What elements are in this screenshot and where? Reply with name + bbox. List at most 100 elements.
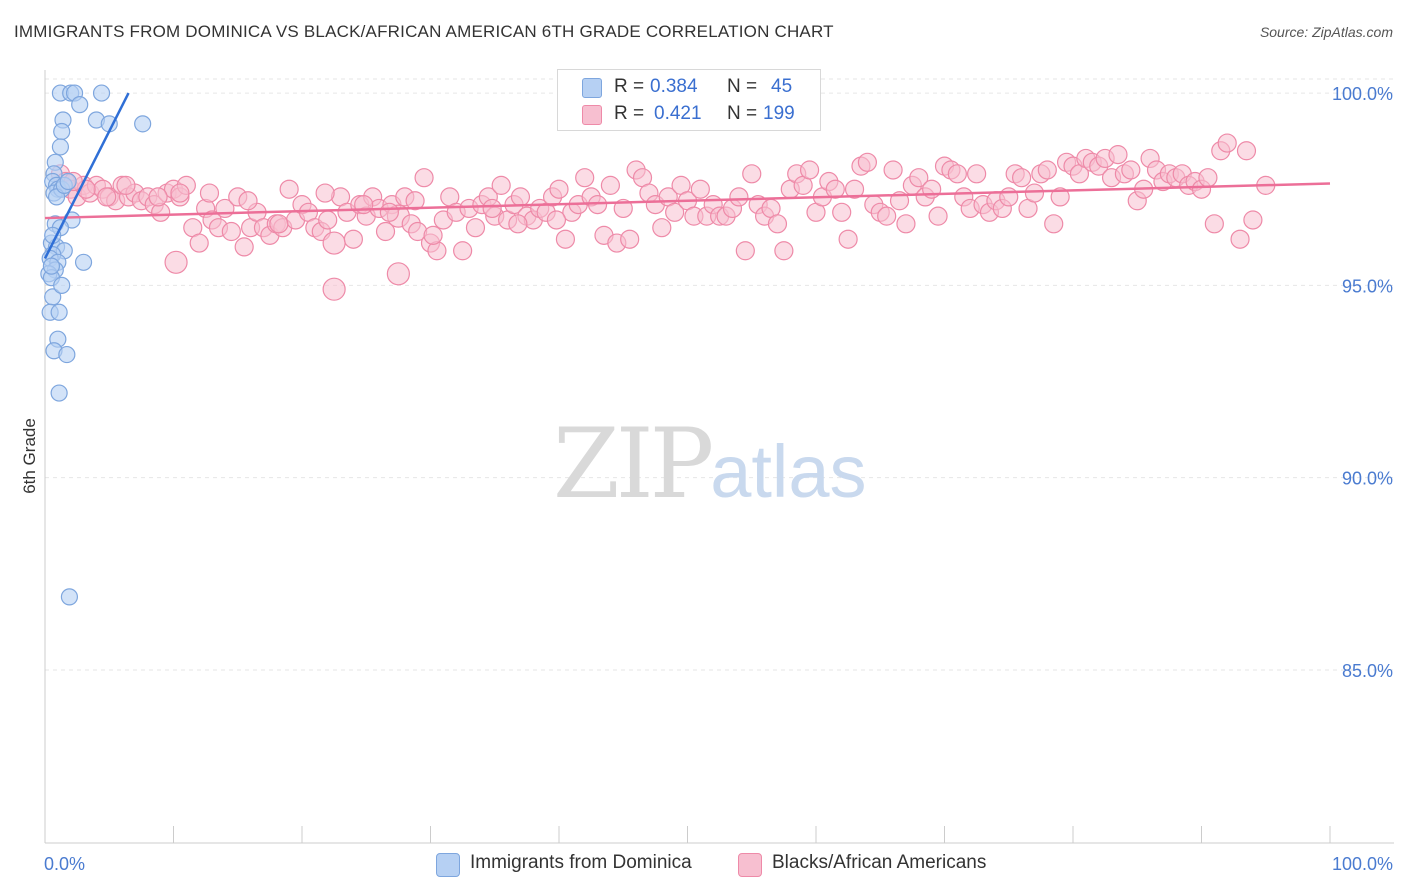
black-african-american-point (269, 214, 289, 234)
black-african-american-point (1011, 168, 1032, 188)
black-african-american-point (465, 218, 486, 238)
black-african-american-point (549, 179, 569, 199)
black-african-american-point (665, 202, 685, 222)
dominica-point (134, 115, 152, 133)
black-african-american-point (1108, 145, 1128, 165)
black-african-american-point (947, 164, 967, 184)
x-axis-ticks (44, 826, 1331, 843)
immigrants-from-dominica-series (40, 84, 152, 606)
x-tick-label-max: 100.0% (1332, 854, 1393, 874)
dominica-point (53, 122, 71, 141)
black-african-american-point (1230, 229, 1250, 249)
black-african-american-point (318, 210, 338, 230)
dominica-trendline (43, 92, 130, 260)
black-african-american-point (620, 229, 640, 249)
black-african-american-point (386, 262, 410, 286)
blue-legend-swatch (436, 853, 460, 877)
black-african-american-point (652, 218, 672, 238)
blacks-african-americans-series (50, 133, 1276, 301)
black-african-american-point (189, 233, 209, 253)
black-african-american-point (375, 221, 396, 242)
dominica-point (50, 303, 68, 321)
black-african-american-point (1037, 160, 1057, 180)
black-african-american-point (322, 231, 346, 255)
black-african-american-point (613, 198, 633, 219)
black-african-american-point (896, 214, 916, 234)
r-value-dominica: 0.384 (650, 76, 698, 97)
black-african-american-point (832, 202, 852, 222)
black-african-american-point (877, 206, 897, 226)
stats-legend: R = 0.384 N = 45 R = 0.421 N = 199 (557, 69, 821, 131)
black-african-american-point (482, 198, 502, 219)
black-african-american-point (322, 277, 346, 301)
r-label: R = (614, 103, 645, 124)
r-label: R = (614, 76, 645, 97)
black-african-american-point (767, 214, 788, 234)
n-value-dominica: 45 (771, 76, 793, 97)
black-african-american-point (857, 152, 878, 172)
black-african-american-point (199, 183, 220, 203)
dominica-point (50, 384, 68, 402)
pink-swatch (582, 105, 602, 125)
watermark-zip: ZIP (553, 408, 714, 520)
axes (44, 70, 1394, 844)
black-african-american-point (405, 191, 425, 211)
black-african-american-point (1217, 133, 1237, 153)
black-african-american-point (1198, 168, 1218, 188)
black-african-american-point (1121, 160, 1141, 180)
dominica-point (58, 345, 76, 364)
n-label: N = (727, 76, 758, 97)
black-african-american-trendline (44, 182, 1331, 220)
dominica-point (71, 96, 89, 114)
black-african-american-point (999, 187, 1019, 207)
grid-lines (45, 78, 1394, 671)
black-african-american-point (354, 195, 374, 215)
black-african-american-point (379, 202, 399, 222)
trend-lines (43, 92, 1331, 260)
black-african-american-point (844, 179, 865, 199)
watermark: ZIPatlas (553, 408, 867, 520)
y-tick-label: 90.0% (1342, 469, 1393, 489)
black-african-american-point (690, 179, 710, 199)
black-african-american-point (546, 210, 567, 230)
dominica-point (60, 588, 79, 606)
dominica-point (92, 84, 111, 102)
black-african-american-point (234, 237, 254, 257)
black-african-american-point (600, 175, 621, 195)
black-african-american-point (587, 195, 608, 215)
black-african-american-point (238, 191, 258, 211)
legend-label-black: Blacks/African Americans (772, 852, 987, 873)
y-tick-label: 85.0% (1342, 661, 1393, 681)
black-african-american-point (909, 168, 929, 188)
black-african-american-point (967, 164, 987, 184)
black-african-american-point (1236, 141, 1257, 161)
dominica-point (51, 138, 70, 156)
watermark-atlas: atlas (710, 430, 867, 513)
black-african-american-point (510, 187, 531, 207)
black-african-american-point (1243, 210, 1263, 230)
black-african-american-point (221, 221, 241, 242)
black-african-american-point (1204, 214, 1224, 234)
dominica-point (59, 172, 77, 191)
black-african-american-point (838, 229, 858, 249)
black-african-american-point (729, 187, 749, 207)
black-african-american-point (735, 241, 755, 261)
r-value-black: 0.421 (654, 103, 702, 124)
black-african-american-point (742, 164, 762, 184)
black-african-american-point (774, 241, 794, 261)
n-value-black: 199 (763, 103, 795, 124)
pink-legend-swatch (738, 853, 762, 877)
dominica-point (42, 257, 61, 275)
black-african-american-point (170, 183, 190, 203)
n-label: N = (727, 103, 758, 124)
blue-swatch (582, 78, 602, 98)
dominica-point (53, 276, 71, 294)
y-tick-label: 100.0% (1332, 84, 1393, 104)
black-african-american-point (799, 160, 820, 180)
black-african-american-point (414, 168, 434, 188)
black-african-american-point (315, 183, 335, 203)
black-african-american-point (928, 206, 948, 226)
dominica-point (74, 253, 93, 271)
black-african-american-point (491, 175, 511, 195)
